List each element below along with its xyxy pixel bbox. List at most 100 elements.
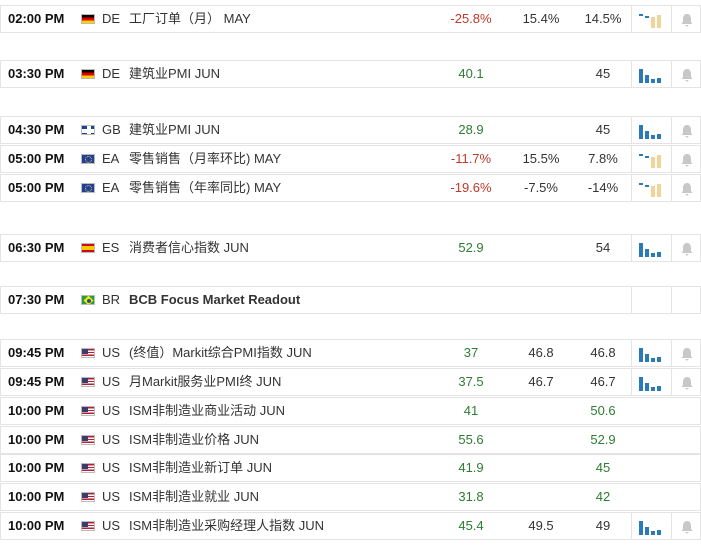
event-name[interactable]: ISM非制造业新订单 JUN: [129, 460, 273, 475]
actual-value: 55.6: [458, 432, 484, 447]
actual-value: -11.7%: [450, 151, 492, 166]
event-row[interactable]: 02:00 PM DE 工厂订单（月） MAY -25.8% 15.4% 14.5%: [0, 5, 701, 33]
bell-icon[interactable]: [679, 240, 695, 256]
sparkline-bar: [657, 155, 661, 168]
sparkline-bar: [651, 135, 655, 139]
sparkline-bar: [657, 386, 661, 391]
sparkline-bar: [639, 69, 643, 83]
event-row[interactable]: 10:00 PM US ISM非制造业就业 JUN 31.8 42: [0, 483, 701, 511]
country-flag-icon: [81, 492, 95, 502]
country-code: US: [102, 432, 121, 447]
country-flag-icon: [81, 377, 95, 387]
bell-icon[interactable]: [679, 180, 695, 196]
bell-icon[interactable]: [679, 345, 695, 361]
bell-icon[interactable]: [679, 66, 695, 82]
history-chart-icon[interactable]: [639, 345, 667, 362]
previous-value: 14.5%: [584, 11, 622, 26]
event-row[interactable]: 09:45 PM US (终值）Markit综合PMI指数 JUN 37 46.8 46.…: [0, 339, 701, 367]
event-name[interactable]: BCB Focus Market Readout: [129, 292, 301, 307]
history-chart-icon[interactable]: [639, 66, 667, 83]
country-flag-icon: [81, 406, 95, 416]
column-divider: [671, 287, 672, 313]
column-divider: [671, 175, 672, 201]
sparkline-bar: [645, 16, 649, 18]
history-chart-icon[interactable]: [639, 240, 667, 257]
bell-icon[interactable]: [679, 122, 695, 138]
event-row[interactable]: 06:30 PM ES 消费者信心指数 JUN 52.9 54: [0, 234, 701, 262]
actual-value: 31.8: [458, 489, 484, 504]
column-divider: [631, 117, 632, 143]
event-name[interactable]: (终值）Markit综合PMI指数 JUN: [129, 345, 312, 360]
event-time: 06:30 PM: [8, 240, 65, 255]
history-chart-icon[interactable]: [639, 11, 667, 28]
event-row[interactable]: 10:00 PM US ISM非制造业新订单 JUN 41.9 45: [0, 454, 701, 482]
bell-icon[interactable]: [679, 518, 695, 534]
forecast-value: [511, 61, 571, 87]
bell-icon[interactable]: [679, 11, 695, 27]
actual-value: 40.1: [458, 66, 484, 81]
sparkline-bar: [651, 531, 655, 535]
column-divider: [671, 6, 672, 32]
column-divider: [631, 146, 632, 172]
event-row[interactable]: 04:30 PM GB 建筑业PMI JUN 28.9 45: [0, 116, 701, 144]
event-name[interactable]: 零售销售（年率同比) MAY: [129, 180, 282, 195]
sparkline-bar: [639, 521, 643, 535]
event-name[interactable]: ISM非制造业价格 JUN: [129, 432, 260, 447]
column-divider: [631, 6, 632, 32]
history-chart-icon[interactable]: [639, 180, 667, 197]
country-flag-icon: [81, 521, 95, 531]
sparkline-bar: [645, 75, 649, 83]
event-row[interactable]: 10:00 PM US ISM非制造业采购经理人指数 JUN 45.4 49.5 49: [0, 512, 701, 540]
event-time: 04:30 PM: [8, 122, 65, 137]
event-name[interactable]: 零售销售（月率环比) MAY: [129, 151, 282, 166]
history-chart-icon[interactable]: [639, 518, 667, 535]
event-row[interactable]: 10:00 PM US ISM非制造业商业活动 JUN 41 50.6: [0, 397, 701, 425]
event-row[interactable]: 03:30 PM DE 建筑业PMI JUN 40.1 45: [0, 60, 701, 88]
event-name[interactable]: ISM非制造业采购经理人指数 JUN: [129, 518, 325, 533]
event-time: 10:00 PM: [8, 489, 65, 504]
eu-stars: [85, 185, 92, 192]
actual-value: 41: [463, 403, 479, 418]
event-name[interactable]: 建筑业PMI JUN: [129, 66, 221, 81]
forecast-value: [511, 484, 571, 510]
history-chart-icon[interactable]: [639, 122, 667, 139]
column-divider: [631, 340, 632, 366]
event-name[interactable]: ISM非制造业商业活动 JUN: [129, 403, 286, 418]
event-name[interactable]: 工厂订单（月） MAY: [129, 11, 251, 26]
event-name[interactable]: 建筑业PMI JUN: [129, 122, 221, 137]
bell-icon[interactable]: [679, 151, 695, 167]
br-globe: [87, 299, 91, 303]
actual-value: 37.5: [458, 374, 484, 389]
us-canton: [82, 378, 88, 383]
sparkline-bar: [657, 78, 661, 83]
history-chart-icon[interactable]: [639, 374, 667, 391]
sparkline-bar: [639, 243, 643, 257]
sparkline-bar: [639, 348, 643, 362]
sparkline-bar: [657, 530, 661, 535]
event-name[interactable]: ISM非制造业就业 JUN: [129, 489, 260, 504]
country-code: ES: [102, 240, 120, 255]
event-name[interactable]: 消费者信心指数 JUN: [129, 240, 249, 255]
previous-value: [573, 287, 633, 313]
event-time: 10:00 PM: [8, 518, 65, 533]
country-flag-icon: [81, 243, 95, 253]
country-code: US: [102, 374, 121, 389]
country-flag-icon: [81, 125, 95, 135]
event-row[interactable]: 05:00 PM EA 零售销售（月率环比) MAY -11.7% 15.5% 7.8%: [0, 145, 701, 173]
event-name[interactable]: 月Markit服务业PMI终 JUN: [129, 374, 282, 389]
forecast-value: 15.5%: [522, 151, 560, 166]
forecast-value: [511, 427, 571, 453]
bell-icon[interactable]: [679, 374, 695, 390]
country-flag-icon: [81, 154, 95, 164]
previous-value: 54: [595, 240, 611, 255]
event-row[interactable]: 07:30 PM BR BCB Focus Market Readout: [0, 286, 701, 314]
column-divider: [671, 513, 672, 539]
event-time: 09:45 PM: [8, 374, 65, 389]
event-time: 10:00 PM: [8, 403, 65, 418]
event-row[interactable]: 09:45 PM US 月Markit服务业PMI终 JUN 37.5 46.7 46.7: [0, 368, 701, 396]
event-time: 07:30 PM: [8, 292, 65, 307]
event-row[interactable]: 10:00 PM US ISM非制造业价格 JUN 55.6 52.9: [0, 426, 701, 454]
sparkline-bar: [651, 17, 655, 28]
history-chart-icon[interactable]: [639, 151, 667, 168]
event-row[interactable]: 05:00 PM EA 零售销售（年率同比) MAY -19.6% -7.5% -14%: [0, 174, 701, 202]
